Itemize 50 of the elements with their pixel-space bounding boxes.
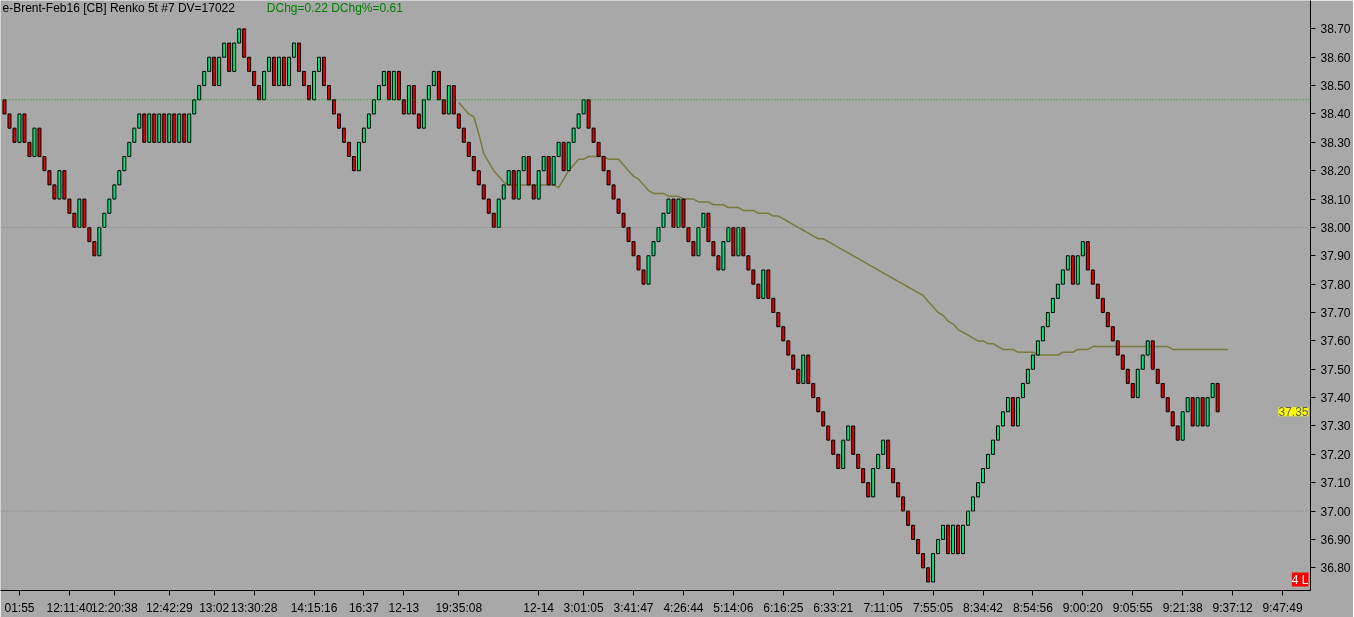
x-tick-label: 13:02 (199, 600, 230, 615)
y-tick-label: 38.30 (1320, 135, 1351, 150)
y-tick-label: 37.60 (1320, 334, 1351, 349)
x-tick-label: 8:54:56 (1012, 600, 1054, 615)
x-tick-label: 8:34:42 (962, 600, 1004, 615)
x-tick-label: 3:41:47 (613, 600, 654, 615)
y-tick-label: 38.70 (1320, 22, 1351, 37)
chart-title: e-Brent-Feb16 [CB] Renko 5t #7 DV=17022 (2, 0, 236, 15)
y-tick-label: 38.00 (1320, 220, 1351, 235)
y-tick-label: 38.20 (1320, 164, 1351, 179)
y-tick-label: 38.10 (1320, 192, 1351, 207)
y-tick-label: 37.80 (1320, 277, 1351, 292)
y-tick-label: 37.40 (1320, 391, 1351, 406)
y-tick-label: 37.10 (1320, 476, 1351, 491)
x-tick-label: 12:11:40 (46, 600, 93, 615)
x-tick-label: 6:16:25 (763, 600, 804, 615)
x-tick-label: 13:30:28 (230, 600, 278, 615)
y-tick-label: 38.60 (1320, 50, 1351, 65)
y-tick-label: 38.50 (1320, 79, 1351, 94)
annotation: 37.35 (1278, 405, 1309, 420)
x-tick-label: 12:42:29 (145, 600, 193, 615)
y-tick-label: 36.90 (1320, 532, 1351, 547)
y-tick-label: 37.00 (1320, 504, 1351, 519)
y-tick-label: 36.80 (1320, 561, 1351, 576)
x-tick-label: 01:55 (4, 600, 35, 615)
x-tick-label: 3:01:05 (563, 600, 604, 615)
y-tick-label: 38.40 (1320, 107, 1351, 122)
x-tick-label: 16:37 (348, 600, 380, 615)
x-tick-label: 12-14 (523, 600, 555, 615)
x-tick-label: 7:11:05 (863, 600, 904, 615)
y-tick-label: 37.70 (1320, 306, 1351, 321)
x-tick-label: 9:37:12 (1212, 600, 1253, 615)
x-tick-label: 14:15:16 (290, 600, 338, 615)
x-tick-label: 9:21:38 (1162, 600, 1204, 615)
x-tick-label: 9:47:49 (1262, 600, 1303, 615)
x-tick-label: 4:26:44 (663, 600, 704, 615)
x-tick-label: 6:33:21 (813, 600, 854, 615)
x-tick-label: 9:00:20 (1062, 600, 1104, 615)
y-tick-label: 37.90 (1320, 249, 1351, 264)
x-tick-label: 9:05:55 (1112, 600, 1154, 615)
annotation: 4 L (1291, 572, 1309, 587)
line-series (458, 101, 1229, 356)
y-tick-label: 37.20 (1320, 447, 1351, 462)
annotation: DChg=0.22 DChg%=0.61 (266, 0, 404, 15)
x-tick-label: 5:14:06 (713, 600, 754, 615)
x-tick-label: 12-13 (388, 600, 420, 615)
x-tick-label: 7:55:05 (913, 600, 954, 615)
x-tick-label: 19:35:08 (435, 600, 483, 615)
y-tick-label: 37.30 (1320, 419, 1351, 434)
y-tick-label: 37.50 (1320, 362, 1351, 377)
